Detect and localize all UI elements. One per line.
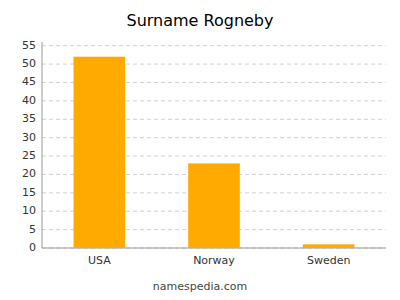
- y-tick-label: 30: [22, 131, 36, 144]
- y-tick-label: 15: [22, 186, 36, 199]
- page: {"chart_data": {"type": "bar", "title": …: [0, 0, 400, 300]
- bar: [188, 163, 240, 248]
- footer: namespedia.com: [153, 280, 247, 293]
- y-tick-label: 10: [22, 204, 36, 217]
- bars: [74, 57, 355, 248]
- grid: [42, 46, 386, 248]
- y-tick-label: 35: [22, 112, 36, 125]
- y-tick-label: 40: [22, 94, 36, 107]
- x-tick-label: Sweden: [307, 254, 350, 267]
- y-tick-label: 55: [22, 39, 36, 52]
- chart-svg: 0 5 10 15 20 25 30 35 40 45 50 55 USA Norway Sweden Sur…: [0, 0, 400, 300]
- x-tick-label: USA: [88, 254, 111, 267]
- grid-line: [42, 45, 386, 46]
- y-tick-label: 25: [22, 149, 36, 162]
- y-tick-label: 20: [22, 167, 36, 180]
- y-tick-labels: 0 5 10 15 20 25 30 35 40 45 50 55: [22, 39, 36, 254]
- bar: [74, 57, 126, 248]
- bar: [303, 244, 355, 248]
- y-axis-line: [42, 42, 43, 248]
- x-tick-label: Norway: [193, 254, 235, 267]
- x-tick-labels: USA Norway Sweden: [88, 254, 350, 267]
- chart-container: 0 5 10 15 20 25 30 35 40 45 50 55 USA Norway Sweden Sur…: [0, 0, 400, 300]
- y-tick-label: 5: [29, 223, 36, 236]
- title: Surname Rogneby: [126, 11, 273, 30]
- y-tick-label: 50: [22, 57, 36, 70]
- y-tick-label: 0: [29, 241, 36, 254]
- y-tick-label: 45: [22, 75, 36, 88]
